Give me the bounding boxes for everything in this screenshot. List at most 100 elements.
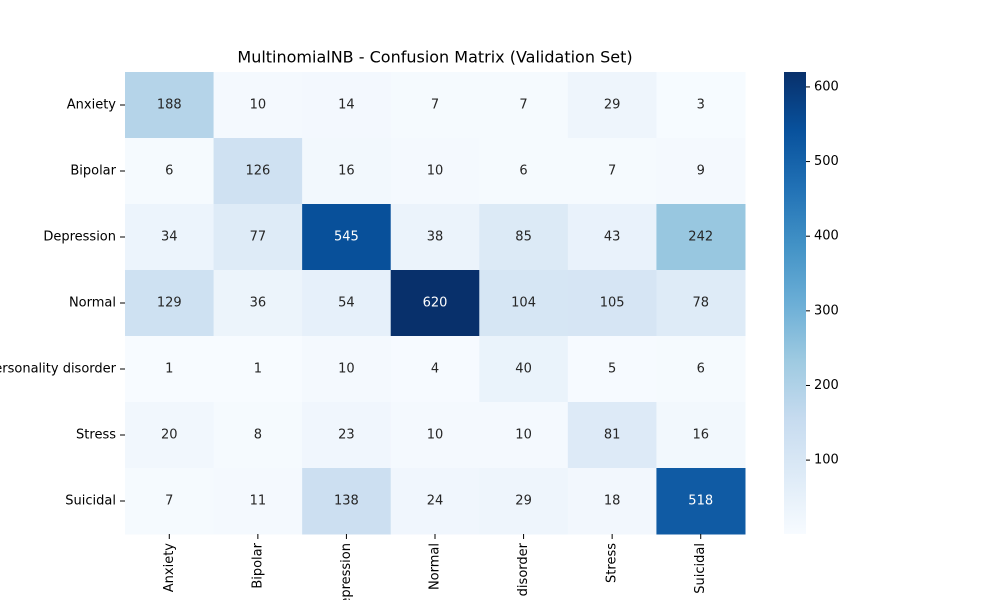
y-tick-label: Depression — [43, 230, 116, 245]
cell-label: 104 — [511, 296, 536, 311]
heatmap-cell — [567, 204, 657, 271]
cell-label: 10 — [338, 362, 355, 377]
cell-label: 18 — [604, 494, 621, 509]
cell-label: 40 — [515, 362, 532, 377]
cell-label: 545 — [334, 230, 359, 245]
heatmap-cell — [567, 336, 657, 403]
x-tick-label: Stress — [605, 543, 620, 583]
x-tick-label: Suicidal — [693, 543, 708, 594]
heatmap-cell — [302, 270, 392, 337]
colorbar-tick-label: 100 — [814, 453, 839, 468]
cell-label: 85 — [515, 230, 532, 245]
colorbar — [784, 72, 806, 534]
heatmap-cell — [567, 468, 657, 535]
cell-label: 8 — [254, 428, 262, 443]
cell-label: 7 — [519, 98, 527, 113]
cell-label: 10 — [427, 164, 444, 179]
heatmap-cell — [567, 402, 657, 469]
cell-label: 126 — [245, 164, 270, 179]
heatmap-cell — [125, 468, 215, 535]
heatmap-cell — [567, 138, 657, 205]
heatmap-cell — [567, 72, 657, 139]
cell-label: 38 — [427, 230, 444, 245]
colorbar-tick-label: 200 — [814, 378, 839, 393]
heatmap-cell — [567, 270, 657, 337]
heatmap-cell — [390, 138, 480, 205]
heatmap-cell — [390, 468, 480, 535]
cell-label: 10 — [250, 98, 267, 113]
x-tick-label: Depression — [339, 543, 354, 600]
cell-label: 36 — [250, 296, 267, 311]
heatmap-cell — [656, 468, 746, 535]
cell-label: 9 — [697, 164, 705, 179]
cell-label: 29 — [604, 98, 621, 113]
y-tick-label: Anxiety — [67, 98, 117, 113]
heatmap-cell — [479, 138, 569, 205]
heatmap-cell — [656, 204, 746, 271]
heatmap-cell — [213, 204, 303, 271]
cell-label: 14 — [338, 98, 355, 113]
cell-label: 43 — [604, 230, 621, 245]
cell-label: 6 — [165, 164, 173, 179]
cell-label: 81 — [604, 428, 621, 443]
heatmap-cell — [125, 402, 215, 469]
cell-label: 11 — [250, 494, 267, 509]
cell-label: 77 — [250, 230, 267, 245]
heatmap-cell — [479, 402, 569, 469]
heatmap-cell — [390, 270, 480, 337]
cell-label: 16 — [338, 164, 355, 179]
cell-label: 7 — [608, 164, 616, 179]
cell-label: 78 — [692, 296, 709, 311]
cell-label: 54 — [338, 296, 355, 311]
cell-label: 34 — [161, 230, 178, 245]
cell-label: 7 — [431, 98, 439, 113]
cell-label: 620 — [423, 296, 448, 311]
heatmap-cell — [125, 336, 215, 403]
cell-label: 6 — [519, 164, 527, 179]
cell-label: 24 — [427, 494, 444, 509]
x-tick-label: Personality disorder — [516, 542, 531, 600]
heatmap-cell — [302, 72, 392, 139]
heatmap-cell — [125, 270, 215, 337]
cell-label: 1 — [254, 362, 262, 377]
heatmap-cell — [213, 402, 303, 469]
x-tick-label: Anxiety — [162, 543, 177, 593]
y-tick-label: Normal — [69, 296, 116, 311]
heatmap-cell — [302, 336, 392, 403]
x-tick-label: Normal — [428, 543, 443, 590]
heatmap-cell — [479, 336, 569, 403]
heatmap-cell — [213, 468, 303, 535]
cell-label: 5 — [608, 362, 616, 377]
chart-title: MultinomialNB - Confusion Matrix (Valida… — [237, 48, 632, 67]
y-tick-label: Bipolar — [70, 164, 116, 179]
cell-label: 16 — [692, 428, 709, 443]
cell-label: 3 — [697, 98, 705, 113]
colorbar-tick-label: 300 — [814, 303, 839, 318]
x-tick-label: Bipolar — [250, 542, 265, 588]
heatmap-cell — [656, 402, 746, 469]
heatmap-cell — [125, 72, 215, 139]
cell-label: 20 — [161, 428, 178, 443]
heatmap-cell — [390, 402, 480, 469]
heatmap-cell — [213, 336, 303, 403]
cell-label: 10 — [427, 428, 444, 443]
heatmap-cell — [390, 72, 480, 139]
heatmap-cell — [302, 468, 392, 535]
cell-label: 138 — [334, 494, 359, 509]
colorbar-tick-label: 500 — [814, 154, 839, 169]
heatmap-cell — [390, 336, 480, 403]
cell-label: 188 — [157, 98, 182, 113]
cell-label: 7 — [165, 494, 173, 509]
heatmap-cell — [302, 402, 392, 469]
cell-label: 1 — [165, 362, 173, 377]
heatmap-cell — [656, 336, 746, 403]
heatmap-cell — [390, 204, 480, 271]
heatmap-cell — [656, 138, 746, 205]
heatmap-cell — [479, 270, 569, 337]
heatmap-cell — [479, 72, 569, 139]
y-tick-label: Stress — [76, 428, 116, 443]
y-tick-label: Suicidal — [65, 494, 116, 509]
cell-label: 105 — [600, 296, 625, 311]
cell-label: 242 — [688, 230, 713, 245]
